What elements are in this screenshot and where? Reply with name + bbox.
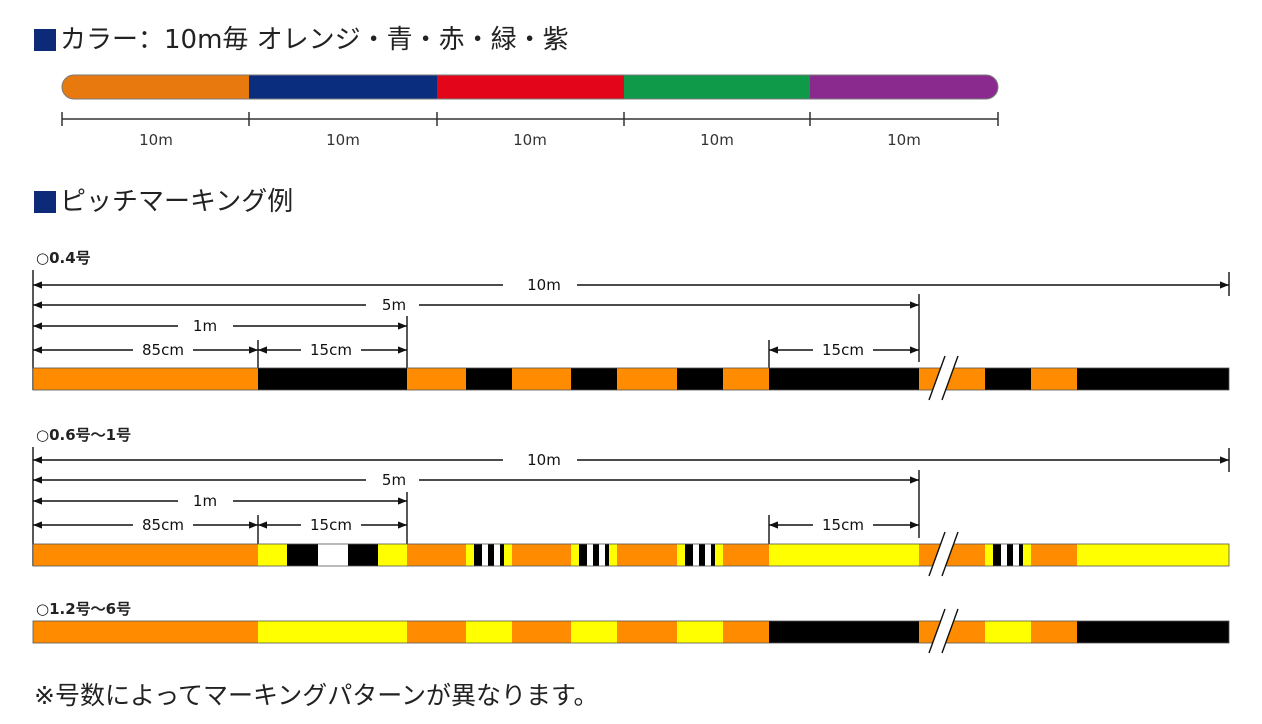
dim-label-1m: 1m	[193, 492, 217, 510]
variant-label-12-6: ○1.2号～6号	[36, 600, 132, 618]
mark-segment	[587, 544, 593, 566]
marking-line-12-6	[32, 608, 1230, 654]
mark-segment	[571, 621, 617, 643]
mark-segment	[677, 368, 723, 390]
mark-segment	[1077, 544, 1229, 566]
pitch-heading: ピッチマーキング例	[34, 187, 293, 217]
color-segment-green	[624, 75, 811, 99]
square-bullet-icon	[34, 29, 56, 51]
dim-label-10m: 10m	[527, 276, 561, 294]
break-gap	[929, 609, 958, 653]
dim-label-15cm: 15cm	[822, 341, 864, 359]
mark-segment	[677, 621, 723, 643]
scale-label: 10m	[326, 131, 360, 149]
mark-segment	[348, 544, 378, 566]
mark-segment	[599, 544, 605, 566]
mark-segment	[705, 544, 711, 566]
dimensions-06-1	[32, 447, 1230, 566]
mark-segment	[1013, 544, 1019, 566]
color-segment-red	[437, 75, 625, 99]
mark-segment	[985, 368, 1031, 390]
dim-label-85cm: 85cm	[142, 516, 184, 534]
footnote: ※号数によってマーキングパターンが異なります。	[34, 681, 599, 710]
dimensions-04	[32, 270, 1230, 390]
mark-segment	[769, 368, 919, 390]
mark-segment	[482, 544, 488, 566]
variant-label-04: ○0.4号	[36, 249, 91, 267]
dim-label-10m: 10m	[527, 451, 561, 469]
dim-label-85cm: 85cm	[142, 341, 184, 359]
pitch-heading-text: ピッチマーキング例	[60, 187, 294, 217]
mark-segment	[258, 368, 407, 390]
color-segment-blue	[249, 75, 438, 99]
mark-segment	[769, 621, 919, 643]
color-heading-text: カラー：10m毎 オレンジ・青・赤・緑・紫	[60, 25, 569, 55]
mark-segment	[1077, 368, 1229, 390]
scale-label: 10m	[700, 131, 734, 149]
mark-segment	[287, 544, 318, 566]
scale-label: 10m	[513, 131, 547, 149]
scale-label: 10m	[139, 131, 173, 149]
variant-label-06-1: ○0.6号～1号	[36, 426, 132, 444]
color-line-bar	[62, 75, 998, 99]
mark-segment	[1001, 544, 1007, 566]
mark-segment	[693, 544, 699, 566]
break-gap	[929, 356, 958, 400]
mark-segment	[466, 368, 512, 390]
marking-line-06-1	[32, 531, 1230, 577]
dim-label-1m: 1m	[193, 317, 217, 335]
color-segment-purple	[810, 75, 998, 99]
dim-label-15cm: 15cm	[822, 516, 864, 534]
mark-segment	[1077, 621, 1229, 643]
mark-segment	[571, 368, 617, 390]
mark-segment	[466, 621, 512, 643]
dim-label-5m: 5m	[382, 471, 406, 489]
mark-segment	[494, 544, 500, 566]
mark-segment	[769, 544, 919, 566]
marking-line-04	[32, 355, 1230, 401]
mark-segment	[985, 621, 1031, 643]
dim-label-5m: 5m	[382, 296, 406, 314]
dim-label-15cm: 15cm	[310, 516, 352, 534]
mark-segment	[258, 621, 407, 643]
mark-segment	[318, 544, 348, 566]
square-bullet-icon	[34, 191, 56, 213]
color-scale	[61, 112, 999, 126]
break-gap	[929, 532, 958, 576]
dim-label-15cm: 15cm	[310, 341, 352, 359]
scale-label: 10m	[887, 131, 921, 149]
color-heading: カラー：10m毎 オレンジ・青・赤・緑・紫	[34, 25, 569, 55]
color-segment-orange	[62, 75, 250, 99]
